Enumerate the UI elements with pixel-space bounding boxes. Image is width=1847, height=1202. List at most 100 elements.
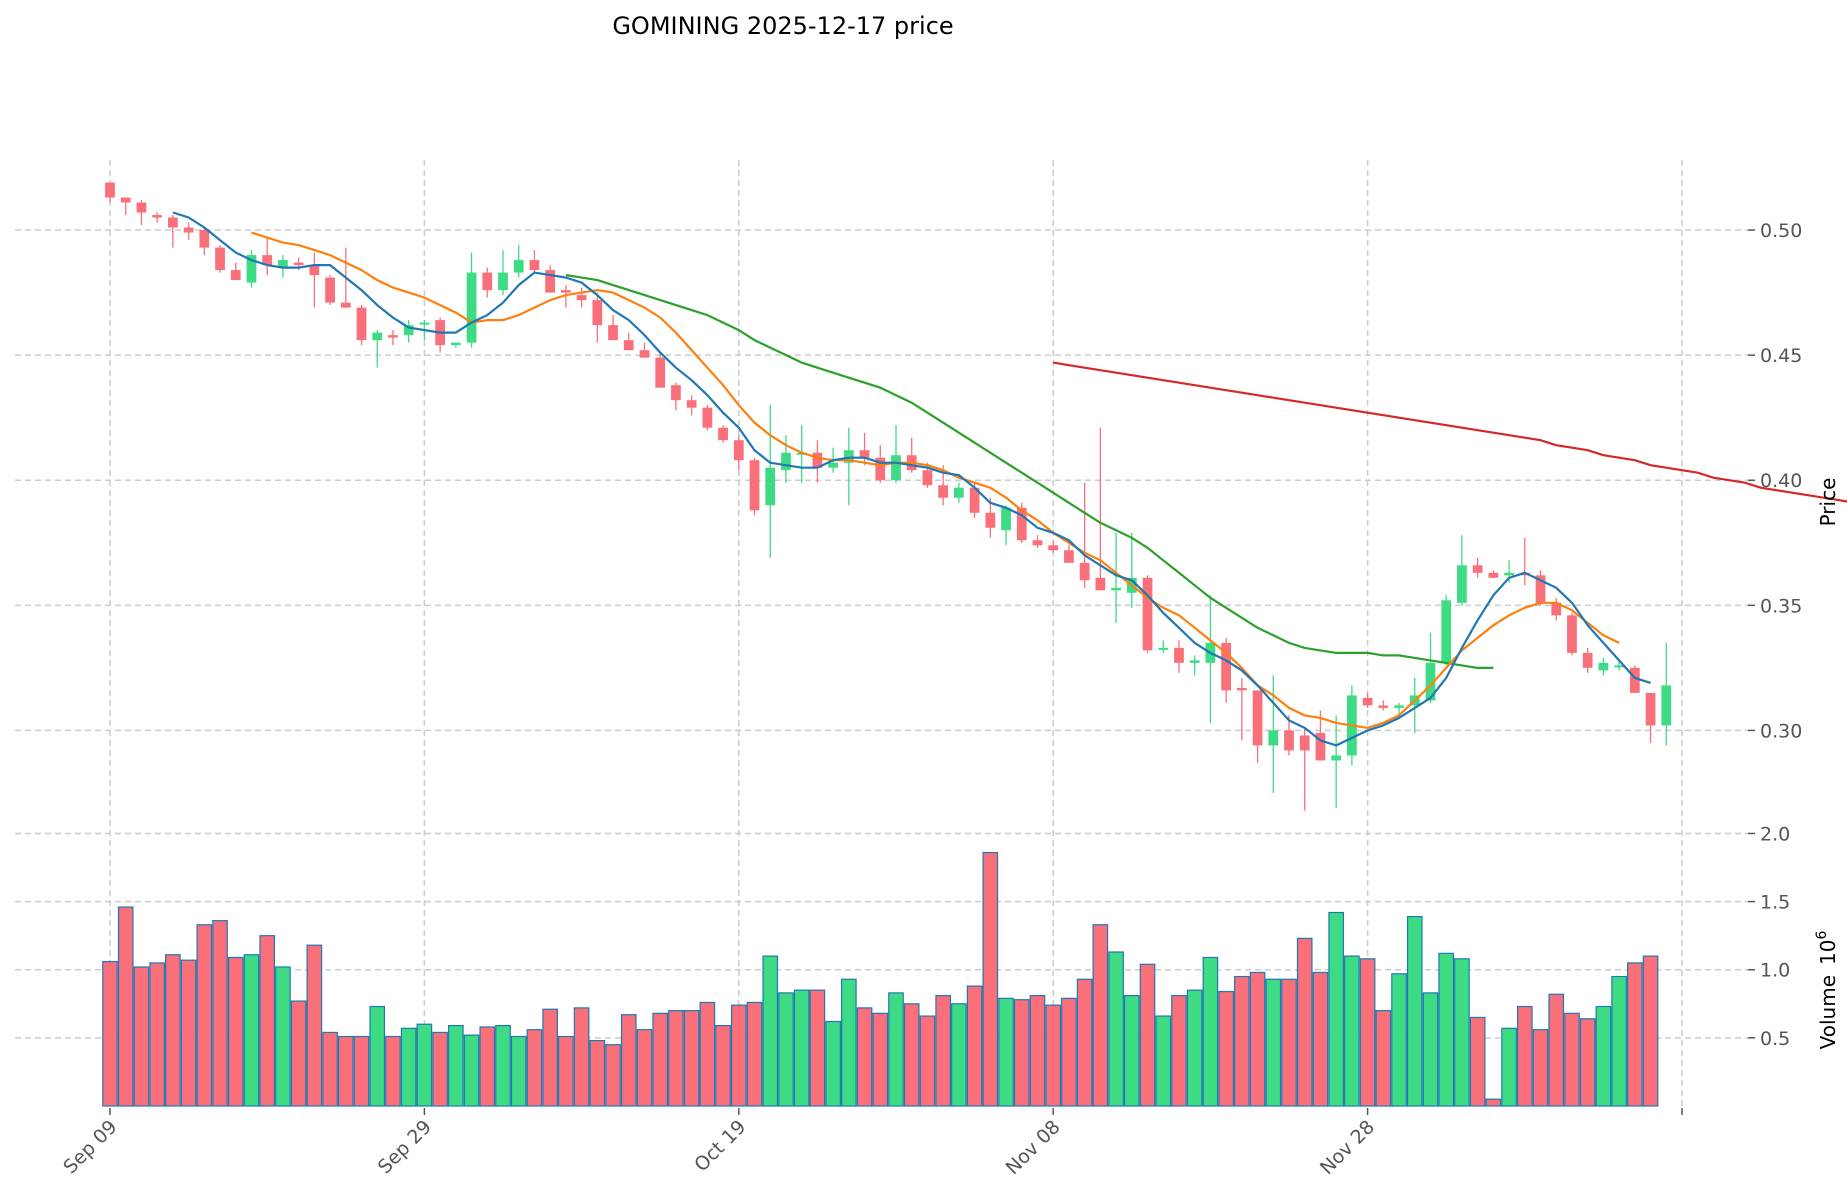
volume-bar [1234, 975, 1250, 1107]
ma20-line [565, 274, 1494, 669]
candle-body [120, 197, 131, 203]
candle-body [655, 357, 666, 388]
candle [105, 182, 115, 203]
candle [655, 352, 666, 388]
candle-body [843, 450, 854, 463]
candle-body [891, 455, 901, 481]
candle-body [1111, 587, 1121, 591]
volume-bar [1013, 999, 1030, 1107]
candle-body [1567, 615, 1577, 653]
volume-bar [196, 924, 213, 1107]
candle-body [985, 512, 996, 528]
candle-body [608, 325, 618, 341]
volume-bar [683, 1010, 700, 1107]
candle-body [623, 340, 634, 351]
candle [120, 197, 131, 216]
candle-body [1504, 572, 1514, 576]
candle-body [859, 450, 870, 458]
candle-body [293, 262, 304, 266]
candle [954, 482, 964, 503]
chart-title: GOMINING 2025-12-17 price [612, 12, 953, 40]
candle-body [356, 307, 367, 341]
candle-body [1645, 692, 1656, 726]
candle-body [671, 385, 681, 401]
volume-bar [1092, 924, 1109, 1107]
candle [765, 405, 776, 558]
candle [1629, 665, 1640, 693]
volume-bar [322, 1031, 338, 1107]
candle-body [230, 270, 241, 281]
candle-body [1598, 662, 1609, 671]
candle [215, 245, 225, 273]
candle [985, 497, 996, 538]
candle-body [592, 300, 603, 326]
x-tick-label: Sep 09 [59, 1116, 121, 1178]
volume-bar [1438, 952, 1455, 1107]
candle-body [183, 227, 194, 233]
candle [183, 222, 194, 241]
volume-axis-exponent: 6 [1814, 931, 1830, 940]
volume-bar [1611, 975, 1627, 1107]
volume-bar [1076, 978, 1093, 1107]
candle-body [749, 460, 760, 511]
candle [843, 427, 854, 506]
volume-bar [1029, 995, 1046, 1107]
volume-bar [212, 920, 228, 1107]
volume-bar [919, 1015, 936, 1107]
candle [1519, 537, 1530, 586]
volume-bar [432, 1031, 448, 1107]
candle-body [136, 202, 147, 213]
volume-bar [730, 1004, 747, 1107]
candle [608, 315, 618, 341]
volume-bar [306, 944, 323, 1107]
candle [1284, 715, 1294, 756]
candle-body [1472, 565, 1483, 573]
volume-bar [133, 966, 150, 1107]
candle-body [152, 215, 163, 218]
candle-body [403, 325, 414, 336]
candle-body [450, 342, 461, 346]
volume-bar [636, 1029, 653, 1107]
candle [529, 250, 540, 273]
volume-bar [1548, 993, 1565, 1107]
candle [403, 320, 414, 343]
x-tick-label: Sep 29 [374, 1116, 436, 1178]
candle-body [1299, 735, 1310, 751]
candle [718, 425, 728, 443]
price-tick-label: 0.30 [1760, 720, 1802, 742]
candle [891, 425, 901, 483]
candle [309, 252, 320, 308]
volume-bar [872, 1012, 889, 1107]
volume-bar [1627, 962, 1643, 1107]
candle [1095, 427, 1106, 591]
candle [1221, 637, 1231, 703]
volume-bar [227, 956, 244, 1107]
candle-body [1378, 705, 1389, 708]
volume-bars [102, 851, 1659, 1107]
candle-body [262, 255, 273, 266]
volume-bar [400, 1027, 417, 1107]
candle-body [246, 255, 257, 283]
volume-bar [369, 1005, 386, 1107]
volume-bar [1155, 1015, 1172, 1107]
volume-bar [510, 1035, 527, 1107]
candle [781, 435, 791, 483]
volume-bar [1249, 971, 1266, 1107]
volume-bar [526, 1029, 543, 1107]
candle-body [576, 295, 587, 301]
volume-bar [1501, 1027, 1517, 1107]
candle-body [529, 260, 540, 271]
volume-bar [1045, 1004, 1062, 1107]
candle [1535, 570, 1546, 606]
x-tick-label: Oct 19 [690, 1116, 750, 1176]
volume-bar [558, 1035, 574, 1107]
candle [1425, 632, 1436, 703]
candle [1598, 657, 1609, 676]
volume-axis-label: Volume [1816, 975, 1840, 1049]
volume-bar [1516, 1005, 1533, 1107]
volume-bar [998, 997, 1014, 1107]
volume-bar [353, 1035, 370, 1107]
volume-bar [903, 1003, 920, 1107]
volume-bar [762, 955, 779, 1107]
volume-bar [715, 1025, 731, 1107]
